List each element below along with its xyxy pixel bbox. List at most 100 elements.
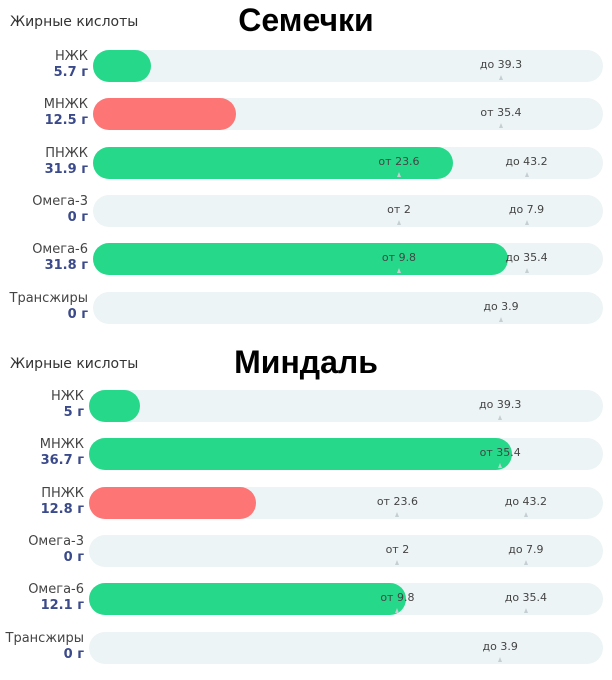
progress-track: от 9.8 до 35.4 [93,243,603,276]
norm-marker-tick [397,219,401,225]
norm-marker-tick [395,511,400,517]
norm-marker-tick [499,316,503,322]
progress-fill [89,486,257,519]
progress-track: от 2 до 7.9 [89,534,603,567]
norm-marker-label: от 23.6 [376,494,418,508]
nutrient-name: Трансжиры [9,290,88,306]
norm-marker-label: до 43.2 [504,494,548,508]
nutrient-name: Омега-3 [28,533,84,549]
progress-track: до 39.3 [93,50,603,82]
norm-marker-label: до 3.9 [483,299,519,313]
norm-marker-label: до 43.2 [505,154,548,168]
norm-marker-label: от 35.4 [479,446,521,460]
nutrient-name: Трансжиры [5,630,84,646]
progress-track: от 23.6 до 43.2 [89,486,603,519]
nutrient-row: Омега-3 0 г от 2 до 7.9 [0,194,612,228]
norm-marker-tick [524,219,529,225]
norm-marker-tick [498,415,503,420]
nutrient-label: Трансжиры 0 г [10,291,88,323]
norm-marker-label: до 35.4 [504,591,548,605]
nutrient-value: 0 г [63,646,84,662]
nutrient-name: НЖК [50,389,84,404]
nutrient-label: Омега-6 31.8 г [32,242,88,274]
norm-marker-tick [524,171,529,177]
nutrient-name: МНЖК [43,97,88,113]
norm-marker-label: до 39.3 [479,58,523,71]
nutrient-label: МНЖК 36.7 г [40,437,84,469]
nutrient-row: МНЖК 12.5 г от 35.4 [0,97,612,131]
progress-track: от 2 до 7.9 [93,194,603,227]
section-header: Жирные кислоты [10,14,139,30]
nutrient-label: Трансжиры 0 г [6,631,84,663]
norm-marker-label: до 3.9 [482,639,518,653]
norm-marker-tick [523,608,528,614]
nutrient-value: 0 г [67,306,88,322]
progress-fill [89,390,141,422]
nutrient-value: 12.1 г [40,598,84,614]
section-header: Жирные кислоты [10,356,139,372]
nutrient-name: ПНЖК [45,145,88,161]
nutrient-label: Омега-3 0 г [32,194,88,226]
nutrient-value: 0 г [67,209,88,225]
norm-marker-tick [499,123,503,129]
nutrient-name: Омега-6 [32,242,88,258]
nutrient-value: 31.8 г [44,258,88,274]
progress-fill [93,50,152,82]
nutrient-row: Омега-3 0 г от 2 до 7.9 [0,534,612,568]
progress-fill [89,583,407,616]
norm-marker-label: от 9.8 [380,591,415,605]
norm-marker-label: до 7.9 [508,542,544,556]
norm-marker-tick [395,559,400,565]
nutrient-value: 5 г [63,405,84,420]
nutrient-row: Омега-6 31.8 г от 9.8 до 35.4 [0,242,612,276]
nutrient-value: 36.7 г [40,453,84,469]
norm-marker-label: от 35.4 [480,106,522,120]
nutrient-value: 0 г [63,549,84,565]
progress-track: от 35.4 [93,98,603,131]
norm-marker-label: до 7.9 [508,202,545,216]
nutrient-row: МНЖК 36.7 г от 35.4 [0,437,612,471]
nutrient-value: 5.7 г [53,65,88,80]
nutrient-value: 12.8 г [40,501,84,517]
progress-fill [93,146,454,179]
product-title: Семечки [238,2,374,38]
nutrient-row: ПНЖК 31.9 г от 23.6 до 43.2 [0,146,612,180]
progress-fill [89,438,513,471]
nutrient-row: ПНЖК 12.8 г от 23.6 до 43.2 [0,486,612,520]
nutrient-label: Омега-6 12.1 г [28,582,84,614]
progress-track: до 39.3 [89,390,603,422]
nutrient-row: Трансжиры 0 г до 3.9 [0,291,612,325]
nutrient-value: 31.9 г [44,161,88,177]
progress-track: от 35.4 [89,438,603,471]
progress-fill [93,243,509,276]
nutrient-label: МНЖК 12.5 г [44,97,88,129]
norm-marker-tick [498,463,503,469]
nutrient-row: Трансжиры 0 г до 3.9 [0,631,612,665]
norm-marker-tick [397,268,401,274]
norm-marker-label: от 2 [387,202,411,216]
nutrient-name: НЖК [54,49,88,64]
norm-marker-tick [498,656,503,662]
norm-marker-tick [395,608,400,614]
nutrient-label: НЖК 5.7 г [54,49,88,81]
norm-marker-tick [523,559,528,565]
nutrient-row: НЖК 5.7 г до 39.3 [0,49,612,83]
nutrient-name: МНЖК [39,437,84,453]
norm-marker-tick [523,511,528,517]
norm-marker-label: до 39.3 [479,398,522,411]
progress-fill [93,98,236,131]
progress-track: от 9.8 до 35.4 [89,583,603,616]
nutrient-label: Омега-3 0 г [28,534,84,566]
norm-marker-label: от 2 [385,542,410,556]
norm-marker-tick [524,268,529,274]
nutrient-label: НЖК 5 г [51,389,84,421]
progress-track: до 3.9 [93,291,603,324]
nutrient-name: Омега-3 [32,193,88,209]
nutrient-row: НЖК 5 г до 39.3 [0,389,612,423]
norm-marker-label: от 9.8 [381,251,417,265]
norm-marker-tick [499,75,503,80]
progress-track: от 23.6 до 43.2 [93,146,603,179]
norm-marker-tick [397,171,401,177]
nutrient-name: ПНЖК [41,485,84,501]
product-title: Миндаль [234,344,378,380]
